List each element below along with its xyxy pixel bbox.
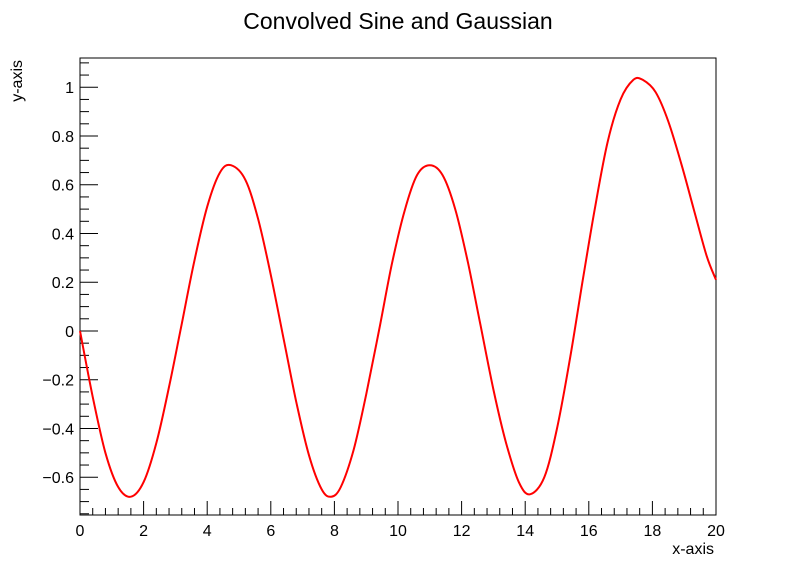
series-line — [79, 76, 717, 498]
x-tick-label: 16 — [580, 523, 598, 540]
y-axis-label: y-axis — [9, 60, 26, 102]
y-axis-ticks — [80, 62, 98, 515]
y-tick-label: 1 — [65, 80, 74, 97]
y-tick-label: 0.8 — [52, 129, 74, 146]
x-tick-label: 8 — [330, 523, 339, 540]
x-axis-tick-labels: 0 2 4 6 8 10 12 14 16 18 20 — [76, 523, 725, 540]
y-tick-label: 0.4 — [52, 226, 74, 243]
y-tick-label: 0.6 — [52, 178, 74, 195]
x-tick-label: 0 — [76, 523, 85, 540]
y-tick-label: 0 — [65, 324, 74, 341]
y-tick-label: −0.2 — [42, 373, 74, 390]
x-tick-label: 6 — [266, 523, 275, 540]
y-tick-label: −0.6 — [42, 470, 74, 487]
x-axis-label: x-axis — [672, 541, 714, 558]
x-tick-label: 18 — [644, 523, 662, 540]
plot-frame — [79, 57, 717, 516]
x-tick-label: 2 — [139, 523, 148, 540]
x-tick-label: 20 — [707, 523, 725, 540]
x-tick-label: 14 — [516, 523, 534, 540]
y-tick-label: 0.2 — [52, 275, 74, 292]
y-axis-tick-labels: −0.6 −0.4 −0.2 0 0.2 0.4 0.6 0.8 1 — [42, 80, 74, 487]
x-tick-label: 10 — [389, 523, 407, 540]
y-tick-label: −0.4 — [42, 421, 74, 438]
x-tick-label: 12 — [453, 523, 471, 540]
x-tick-label: 4 — [203, 523, 212, 540]
x-axis-ticks — [79, 501, 717, 515]
chart-title: Convolved Sine and Gaussian — [243, 8, 552, 34]
